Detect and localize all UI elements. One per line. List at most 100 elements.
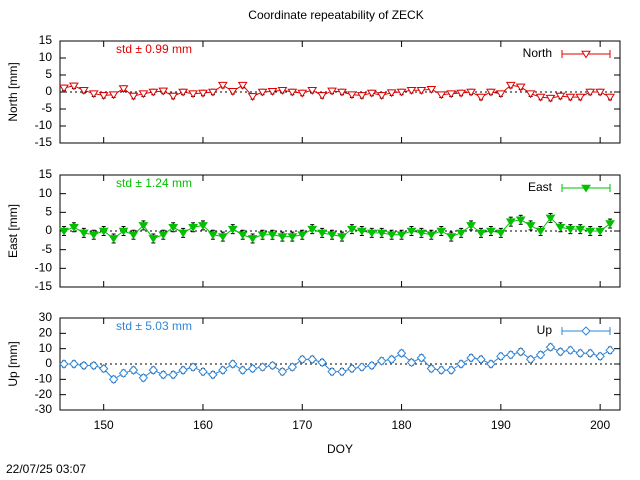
data-point — [208, 370, 218, 380]
legend-marker — [581, 184, 591, 193]
data-point — [585, 227, 596, 236]
y-tick-label: 20 — [39, 326, 53, 340]
y-tick-label: 30 — [39, 310, 53, 324]
data-point — [575, 93, 586, 102]
data-point — [158, 370, 168, 380]
data-point — [466, 222, 476, 230]
data-point — [545, 342, 556, 352]
x-tick-label: 200 — [590, 418, 610, 432]
data-point — [406, 87, 417, 95]
data-point — [69, 359, 79, 369]
data-point — [555, 92, 566, 101]
y-tick-label: -10 — [35, 261, 53, 275]
data-point — [545, 94, 556, 103]
data-point — [347, 91, 357, 100]
data-point — [307, 225, 318, 234]
y-tick-label: -5 — [41, 242, 52, 256]
data-point — [555, 347, 566, 357]
data-point — [486, 359, 496, 369]
timestamp: 22/07/25 03:07 — [6, 462, 86, 476]
y-tick-label: 0 — [45, 223, 52, 237]
data-point — [188, 90, 198, 99]
data-point — [208, 231, 218, 240]
data-point — [108, 91, 119, 100]
data-point — [605, 345, 615, 355]
annotation: std ± 5.03 mm — [116, 319, 192, 333]
y-tick-label: 15 — [39, 167, 53, 181]
data-point — [89, 360, 99, 371]
data-point — [247, 93, 258, 101]
data-point — [416, 229, 427, 238]
data-point — [515, 216, 526, 225]
data-point — [565, 225, 576, 234]
data-point — [535, 227, 546, 236]
data-point — [376, 356, 387, 366]
data-point — [337, 88, 347, 97]
data-point — [357, 362, 367, 372]
data-point — [148, 88, 159, 97]
data-point — [178, 88, 189, 97]
data-point — [287, 233, 298, 242]
data-point — [98, 227, 109, 236]
y-tick-label: 15 — [39, 33, 53, 47]
data-point — [138, 373, 149, 383]
data-point — [466, 88, 476, 97]
data-point — [188, 362, 198, 372]
data-point — [128, 92, 139, 101]
y-axis-label: East [mm] — [6, 204, 20, 258]
data-point — [535, 93, 546, 102]
y-tick-label: -10 — [35, 118, 53, 132]
data-point — [436, 227, 447, 236]
data-point — [575, 225, 586, 234]
y-tick-label: 0 — [45, 356, 52, 370]
data-point — [585, 88, 596, 97]
legend-label: North — [523, 46, 552, 60]
data-point — [595, 351, 605, 362]
y-axis-label: North [mm] — [6, 62, 20, 121]
data-point — [396, 348, 407, 358]
data-point — [595, 88, 606, 97]
legend-label: Up — [537, 323, 553, 337]
data-point — [426, 231, 437, 240]
data-point — [396, 88, 407, 97]
data-point — [545, 214, 556, 223]
data-point — [59, 84, 69, 93]
data-point — [605, 220, 615, 229]
data-point — [287, 88, 298, 97]
data-point — [416, 87, 427, 95]
data-point — [317, 357, 327, 368]
data-point — [376, 92, 387, 100]
data-point — [486, 88, 496, 97]
legend-label: East — [528, 180, 553, 194]
data-point — [565, 93, 576, 102]
data-point — [337, 366, 347, 377]
data-point — [396, 231, 407, 240]
annotation: std ± 1.24 mm — [116, 176, 192, 190]
data-point — [555, 223, 566, 232]
data-point — [98, 92, 109, 100]
data-point — [227, 225, 238, 234]
data-point — [128, 365, 139, 375]
data-point — [108, 374, 119, 385]
legend-marker — [581, 326, 591, 336]
data-point — [277, 366, 288, 377]
data-point — [178, 229, 189, 238]
y-tick-label: 5 — [45, 205, 52, 219]
data-point — [456, 229, 467, 238]
data-point — [585, 348, 595, 358]
data-point — [495, 90, 506, 99]
data-point — [79, 360, 89, 371]
data-point — [297, 231, 308, 240]
y-tick-label: 10 — [39, 341, 53, 355]
data-point — [68, 223, 79, 232]
data-point — [198, 366, 208, 377]
data-point — [317, 92, 328, 100]
data-point — [168, 370, 178, 380]
data-point — [198, 222, 208, 230]
data-point — [506, 350, 516, 360]
data-point — [257, 231, 268, 240]
y-tick-label: -30 — [35, 402, 53, 416]
data-point — [257, 88, 268, 97]
data-point — [347, 363, 357, 374]
